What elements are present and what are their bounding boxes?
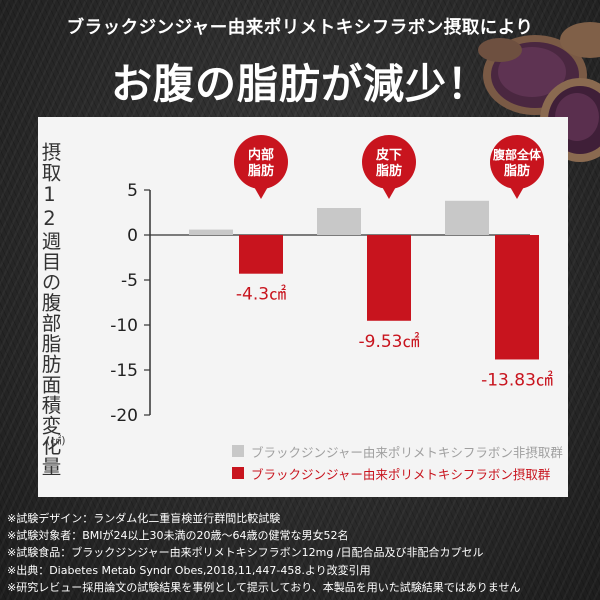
category-label: 脂肪 — [375, 163, 402, 179]
legend-label-control: ブラックジンジャー由来ポリメトキシフラボン非摂取群 — [251, 444, 563, 460]
category-callout — [362, 135, 416, 189]
y-tick-label: 5 — [127, 181, 138, 201]
bar-control — [317, 208, 361, 235]
category-label: 脂肪 — [503, 163, 530, 179]
y-tick-label: -20 — [110, 406, 138, 426]
category-label: 内部 — [248, 147, 274, 163]
category-label: 腹部全体 — [493, 147, 542, 162]
footnote: ※試験食品：ブラックジンジャー由来ポリメトキシフラボン12mg /日配合品及び非… — [7, 546, 484, 560]
y-axis-unit: (㎠) — [46, 434, 66, 447]
y-tick-label: -10 — [110, 316, 138, 336]
data-label: -9.53㎠ — [359, 332, 420, 352]
headline: お腹の脂肪が減少！ — [111, 60, 489, 108]
footnote: ※出典：Diabetes Metab Syndr Obes,2018,11,44… — [7, 563, 371, 577]
bar-control — [445, 200, 489, 235]
bar-treatment — [495, 235, 539, 360]
bar-control — [189, 229, 233, 235]
category-callout — [490, 135, 544, 189]
y-axis-label: 摂取12週目の腹部脂肪面積変化量 — [38, 142, 61, 477]
legend-item-control: ブラックジンジャー由来ポリメトキシフラボン非摂取群 — [232, 440, 563, 462]
category-callout — [234, 135, 288, 189]
legend: ブラックジンジャー由来ポリメトキシフラボン非摂取群 ブラックジンジャー由来ポリメ… — [232, 440, 563, 484]
footnote: ※試験対象者：BMIが24以上30未満の20歳～64歳の健常な男女52名 — [7, 529, 349, 543]
lead-text: ブラックジンジャー由来ポリメトキシフラボン摂取により — [66, 18, 534, 38]
legend-label-treatment: ブラックジンジャー由来ポリメトキシフラボン摂取群 — [251, 466, 551, 482]
y-tick-label: -5 — [121, 271, 138, 291]
legend-swatch-treatment — [232, 467, 244, 479]
bar-treatment — [367, 235, 411, 321]
y-tick-label: 0 — [127, 226, 138, 246]
legend-item-treatment: ブラックジンジャー由来ポリメトキシフラボン摂取群 — [232, 462, 563, 484]
y-tick-label: -15 — [110, 361, 138, 381]
data-label: -13.83㎠ — [481, 370, 553, 390]
category-label: 皮下 — [375, 147, 402, 163]
footnotes: ※試験デザイン：ランダム化二重盲検並行群間比較試験 ※試験対象者：BMIが24以… — [7, 510, 597, 596]
data-label: -4.3㎠ — [236, 285, 286, 305]
chart-panel — [38, 117, 568, 497]
footnote: ※研究レビュー採用論文の試験結果を事例として提示しており、本製品を用いた試験結果… — [7, 580, 521, 594]
bar-treatment — [239, 235, 283, 274]
category-label: 脂肪 — [247, 163, 274, 179]
legend-swatch-control — [232, 445, 244, 457]
footnote: ※試験デザイン：ランダム化二重盲検並行群間比較試験 — [7, 512, 281, 525]
